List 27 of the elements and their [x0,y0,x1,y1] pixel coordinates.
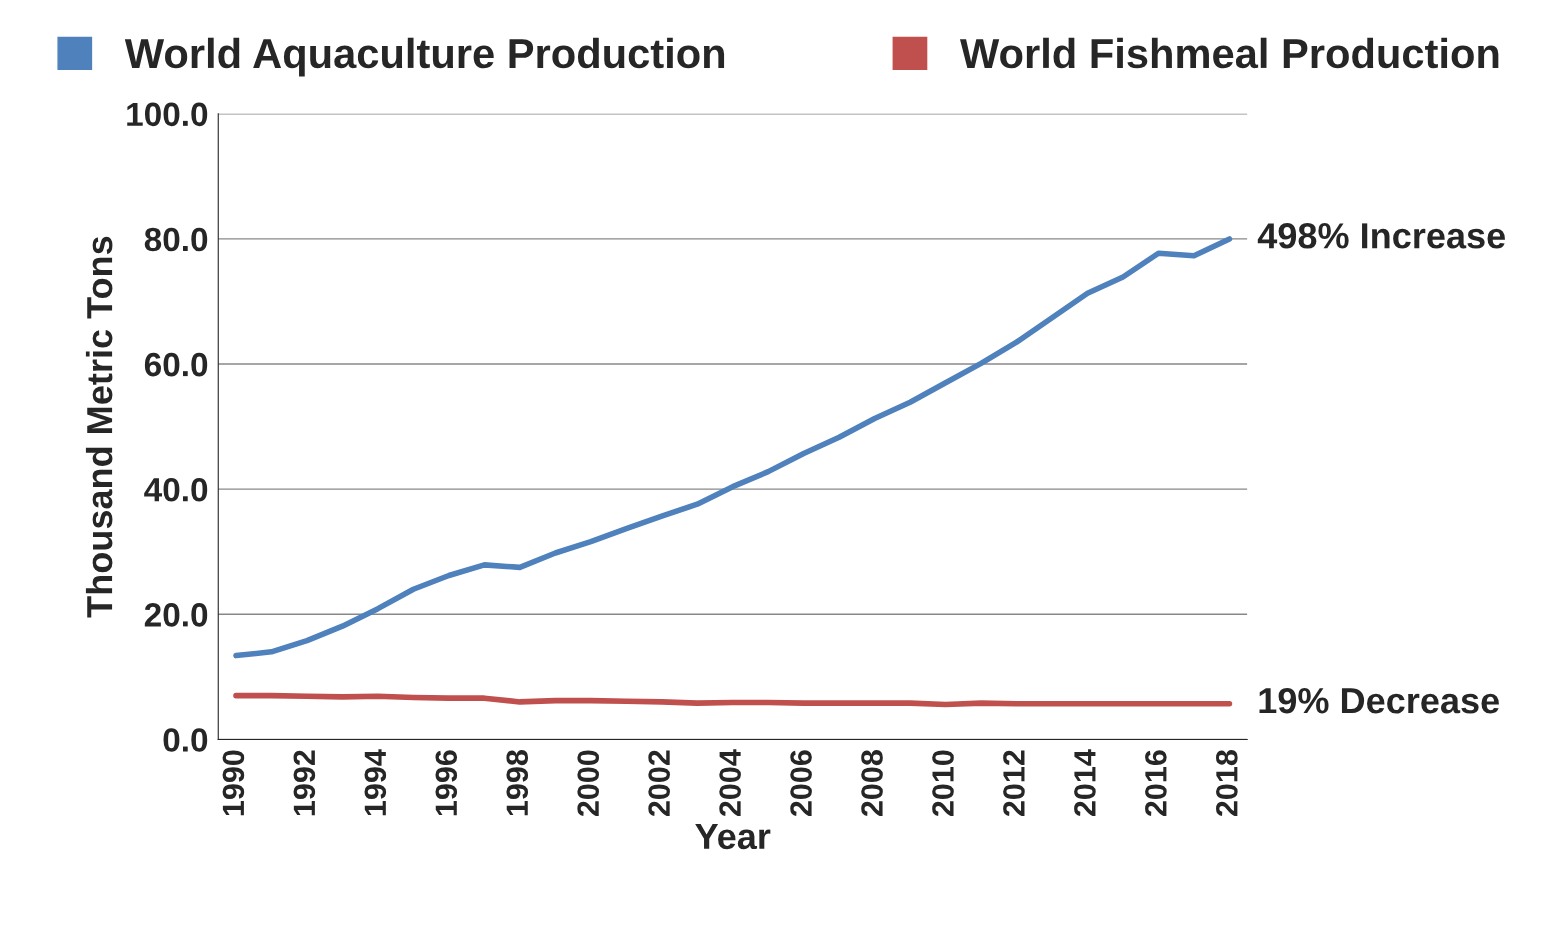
x-tick-label: 2004 [719,749,741,817]
y-tick-label: 0.0 [163,728,208,752]
x-tick-label: 2010 [932,750,954,817]
y-tick-label: 100.0 [127,102,208,127]
x-tick-label: 2012 [1003,750,1025,817]
x-tick-label: 1998 [506,750,529,816]
y-tick-label: 60.0 [144,352,208,377]
y-tick-label: 80.0 [144,227,208,252]
x-tick-label: 2018 [1216,750,1238,817]
y-tick-label: 40.0 [144,477,208,502]
x-tick-label: 2002 [648,750,670,817]
annotation: 19% Decrease [1259,687,1499,714]
legend-label: World Aquaculture Production [124,37,725,77]
x-tick-label: 1990 [222,750,245,816]
x-tick-label: 2008 [861,750,883,817]
x-tick-label: 2000 [577,750,600,817]
legend-label: World Fishmeal Production [959,37,1499,69]
y-tick-label: 20.0 [144,603,208,627]
y-axis-title: Thousand Metric Tons [85,236,113,618]
x-axis-title: Year [695,824,771,850]
x-tick-label: 2016 [1145,750,1167,817]
x-tick-label: 1992 [293,750,316,816]
x-tick-label: 1994 [364,749,387,816]
x-tick-label: 1996 [435,750,458,816]
x-tick-label: 2014 [1074,749,1096,817]
annotation: 498% Increase [1257,223,1505,249]
x-tick-label: 2006 [790,750,812,817]
